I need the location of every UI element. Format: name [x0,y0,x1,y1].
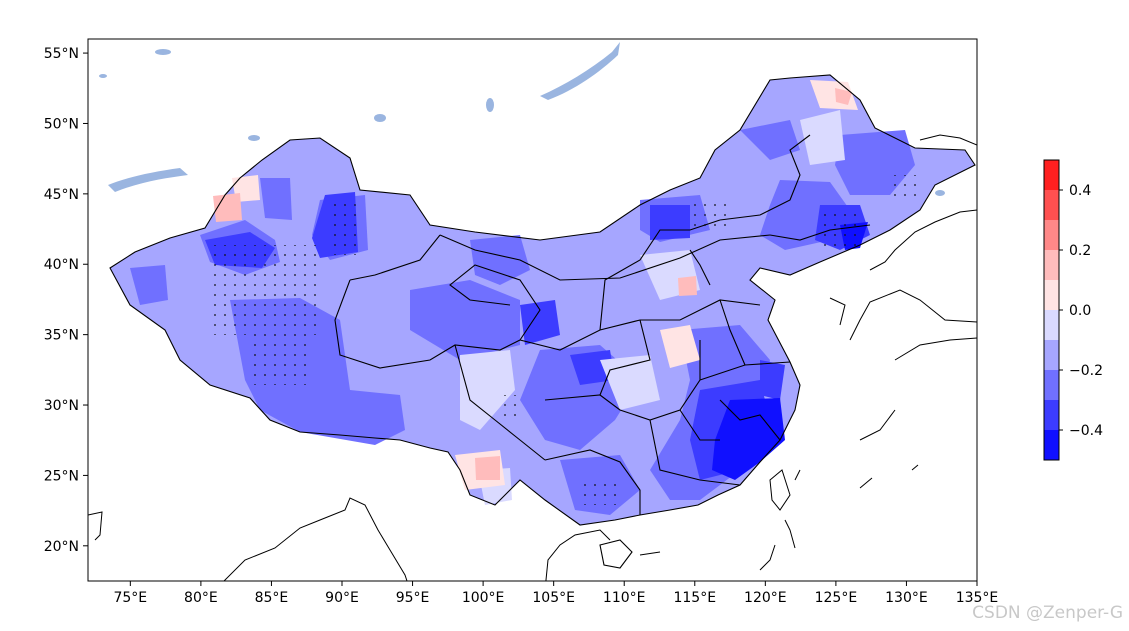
y-tick-label: 35°N [44,328,79,344]
china-borders [109,74,976,526]
y-tick-label: 20°N [44,539,79,555]
x-tick-label: 75°E [113,590,147,606]
colorbar-band [1044,160,1059,190]
colorbar-band [1044,370,1059,400]
colorbar-tick-label: 0.4 [1069,183,1091,199]
x-tick-label: 80°E [184,590,218,606]
colorbar-tick-label: 0.2 [1069,243,1091,259]
hainan [599,469,791,569]
x-tick-label: 125°E [815,590,858,606]
colorbar-band [1044,190,1059,220]
x-tick-label: 110°E [603,590,646,606]
watermark: CSDN @Zenper-G [972,603,1123,623]
x-tick-label: 105°E [532,590,575,606]
colorbar-band [1044,220,1059,250]
colorbar-tick-label: −0.4 [1069,423,1103,439]
y-tick-label: 30°N [44,398,79,414]
colorbar-band [1044,250,1059,280]
y-tick-label: 55°N [44,46,79,62]
x-tick-label: 130°E [885,590,928,606]
x-tick-label: 120°E [744,590,787,606]
water-bodies [99,42,945,196]
y-tick-label: 50°N [44,116,79,132]
contour-field [110,75,975,525]
colorbar: 0.4 0.2 0.0 −0.2 −0.4 [1043,159,1103,461]
y-tick-label: 40°N [44,257,79,273]
map-area [88,42,977,581]
x-axis: 75°E 80°E 85°E 90°E 95°E 100°E 105°E 110°E 115°E… [113,581,998,606]
colorbar-tick-label: 0.0 [1069,303,1091,319]
y-axis: 55°N 50°N 45°N 40°N 35°N 30°N 25°N 20°N [44,46,88,555]
axes-frame [87,38,978,582]
x-tick-label: 90°E [325,590,359,606]
x-tick-label: 95°E [396,590,430,606]
colorbar-band [1044,400,1059,430]
colorbar-tick-label: −0.2 [1069,363,1103,379]
x-tick-label: 100°E [462,590,505,606]
x-tick-label: 85°E [255,590,289,606]
x-tick-label: 135°E [956,590,999,606]
colorbar-band [1044,340,1059,370]
colorbar-band [1044,280,1059,310]
y-tick-label: 25°N [44,468,79,484]
x-tick-label: 115°E [673,590,716,606]
y-tick-label: 45°N [44,187,79,203]
colorbar-band [1044,310,1059,340]
colorbar-band [1044,430,1059,460]
coastlines [88,134,977,581]
